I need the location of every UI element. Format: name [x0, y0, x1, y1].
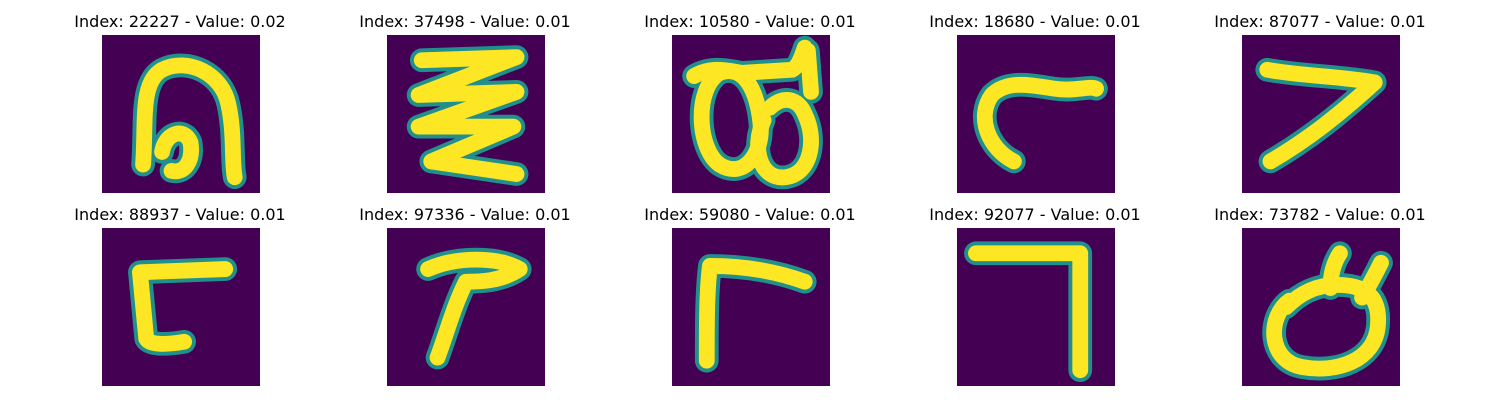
digit-image — [102, 228, 260, 386]
stroke-core — [1259, 61, 1383, 170]
image-panel-18680: Index: 18680 - Value: 0.01 — [905, 10, 1165, 193]
panel-title: Index: 18680 - Value: 0.01 — [929, 12, 1141, 31]
stroke-core — [132, 261, 234, 352]
panel-title: Index: 59080 - Value: 0.01 — [644, 205, 856, 224]
panel-title: Index: 10580 - Value: 0.01 — [644, 12, 856, 31]
digit-image — [102, 35, 260, 193]
panel-title: Index: 97336 - Value: 0.01 — [359, 205, 571, 224]
stroke-core — [154, 125, 199, 180]
image-panel-97336: Index: 97336 - Value: 0.01 — [335, 203, 595, 386]
stroke-core — [410, 49, 525, 182]
digit-image — [1242, 35, 1400, 193]
panel-title: Index: 87077 - Value: 0.01 — [1214, 12, 1426, 31]
stroke-core — [135, 57, 243, 186]
stroke-core — [968, 245, 1089, 379]
panel-title: Index: 92077 - Value: 0.01 — [929, 205, 1141, 224]
stroke-core — [976, 76, 1104, 170]
digit-image — [387, 228, 545, 386]
panel-title: Index: 22227 - Value: 0.02 — [74, 12, 286, 31]
image-panel-37498: Index: 37498 - Value: 0.01 — [335, 10, 595, 193]
image-panel-88937: Index: 88937 - Value: 0.01 — [50, 203, 310, 386]
stroke-core — [1322, 245, 1348, 296]
image-panel-92077: Index: 92077 - Value: 0.01 — [905, 203, 1165, 386]
stroke-core — [750, 92, 819, 186]
digit-image — [957, 228, 1115, 386]
panel-title: Index: 73782 - Value: 0.01 — [1214, 205, 1426, 224]
stroke-core — [698, 258, 813, 369]
digit-image — [1242, 228, 1400, 386]
stroke-core — [693, 63, 769, 177]
stroke-core — [420, 251, 528, 366]
image-panel-10580: Index: 10580 - Value: 0.01 — [620, 10, 880, 193]
digit-image — [387, 35, 545, 193]
panel-title: Index: 37498 - Value: 0.01 — [359, 12, 571, 31]
digit-image — [672, 228, 830, 386]
digit-image — [672, 35, 830, 193]
panel-title: Index: 88937 - Value: 0.01 — [74, 205, 286, 224]
image-panel-73782: Index: 73782 - Value: 0.01 — [1190, 203, 1450, 386]
image-panel-59080: Index: 59080 - Value: 0.01 — [620, 203, 880, 386]
stroke-core — [799, 42, 819, 100]
stroke-core — [1354, 254, 1389, 306]
image-background — [102, 228, 260, 386]
image-panel-87077: Index: 87077 - Value: 0.01 — [1190, 10, 1450, 193]
image-panel-22227: Index: 22227 - Value: 0.02 — [50, 10, 310, 193]
digit-image — [957, 35, 1115, 193]
